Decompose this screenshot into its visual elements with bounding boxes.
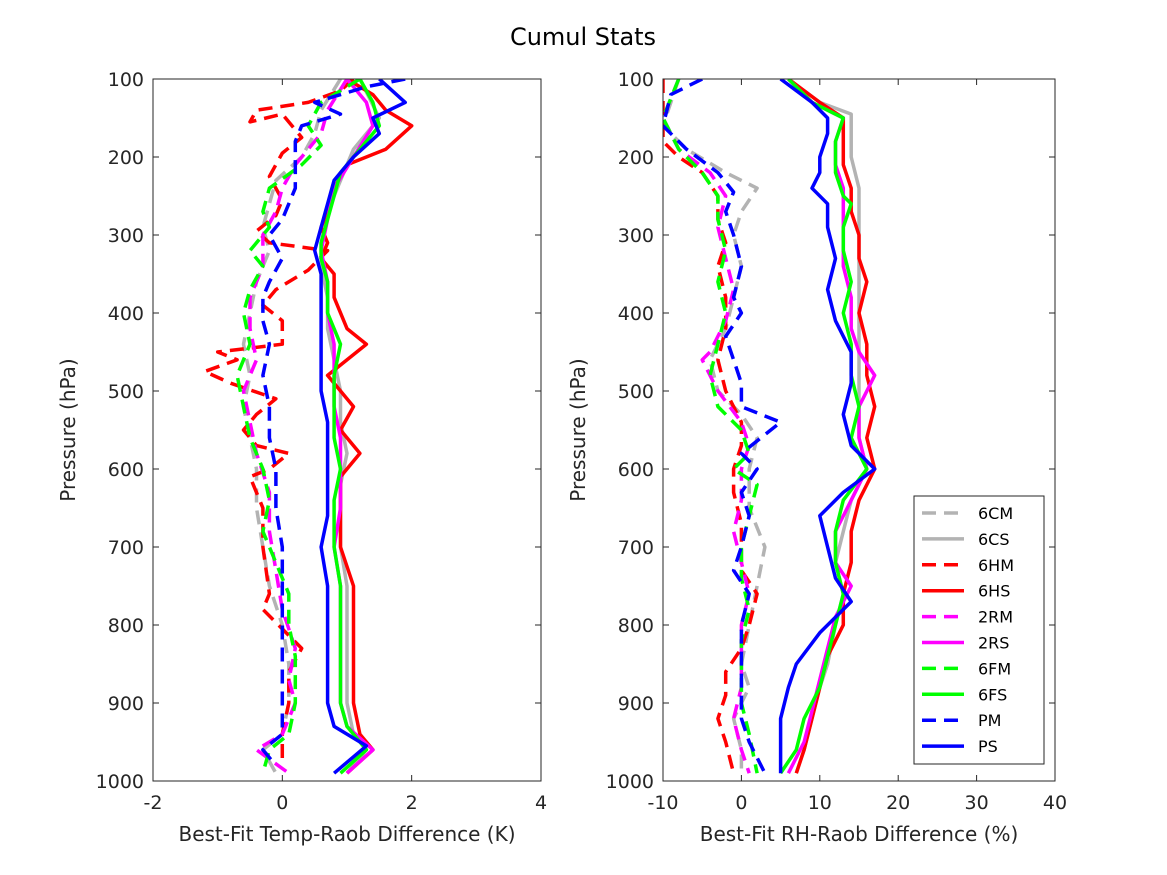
y-tick-label: 800 xyxy=(618,615,654,637)
y-tick-label: 600 xyxy=(618,459,654,481)
rh-axes-box xyxy=(662,78,1056,782)
y-tick-label: 800 xyxy=(108,615,144,637)
y-tick-label: 900 xyxy=(618,693,654,715)
x-tick-label: 0 xyxy=(276,792,288,814)
x-tick-label: 4 xyxy=(535,792,547,814)
y-tick-label: 200 xyxy=(108,147,144,169)
y-tick-label: 300 xyxy=(108,225,144,247)
y-tick-label: 400 xyxy=(108,303,144,325)
temp-difference-panel: -2 0 2 4 100 200 300 400 500 600 700 800 900 1000 Best… xyxy=(56,69,547,846)
legend-label-2rm: 2RM xyxy=(978,608,1013,627)
y-tick-label: 100 xyxy=(108,69,144,91)
series-line-2rm xyxy=(663,79,751,774)
y-axis-label: Pressure (hPa) xyxy=(56,358,80,501)
x-axis-label: Best-Fit Temp-Raob Difference (K) xyxy=(178,822,515,846)
y-tick-label: 100 xyxy=(618,69,654,91)
y-tick-label: 300 xyxy=(618,225,654,247)
temp-series-group xyxy=(202,79,414,775)
legend-label-6cm: 6CM xyxy=(978,504,1013,523)
series-line-6hs xyxy=(319,79,414,775)
series-line-6fm xyxy=(235,79,361,774)
y-tick-label: 700 xyxy=(108,537,144,559)
series-line-ps xyxy=(312,79,407,775)
x-tick-label: 40 xyxy=(1043,792,1067,814)
legend: 6CM 6CS 6HM 6HS 2RM 2RS 6FM 6FS PM PS xyxy=(913,495,1045,765)
legend-label-2rs: 2RS xyxy=(978,634,1009,653)
y-tick-label: 400 xyxy=(618,303,654,325)
series-line-6hm xyxy=(663,79,759,774)
x-tick-label: 2 xyxy=(406,792,418,814)
x-tick-label: -10 xyxy=(647,792,678,814)
series-line-6cm xyxy=(241,79,342,775)
x-axis-label: Best-Fit RH-Raob Difference (%) xyxy=(700,822,1019,846)
series-line-ps xyxy=(778,79,877,774)
legend-label-6cs: 6CS xyxy=(978,530,1010,549)
x-tick-label: 0 xyxy=(735,792,747,814)
y-tick-label: 700 xyxy=(618,537,654,559)
series-line-6fs xyxy=(779,79,869,775)
y-tick-label: 500 xyxy=(108,381,144,403)
x-tick-label: 30 xyxy=(965,792,989,814)
temp-axes-box xyxy=(152,78,542,782)
rh-difference-panel: -10 0 10 20 30 40 100 200 300 400 500 600 700 800 900 1… xyxy=(566,69,1067,846)
y-tick-label: 200 xyxy=(618,147,654,169)
y-tick-label: 500 xyxy=(618,381,654,403)
x-tick-label: 20 xyxy=(886,792,910,814)
series-line-pm xyxy=(663,79,783,774)
legend-label-ps: PS xyxy=(978,737,998,756)
legend-label-6hs: 6HS xyxy=(978,582,1010,601)
legend-label-pm: PM xyxy=(978,711,1001,730)
y-tick-label: 900 xyxy=(108,693,144,715)
legend-label-6hm: 6HM xyxy=(978,556,1014,575)
y-tick-label: 1000 xyxy=(96,771,144,793)
x-tick-label: -2 xyxy=(144,792,163,814)
series-line-pm xyxy=(261,79,406,767)
x-tick-label: 10 xyxy=(808,792,832,814)
y-tick-label: 600 xyxy=(108,459,144,481)
series-line-2rm xyxy=(241,79,349,775)
y-axis-label: Pressure (hPa) xyxy=(566,358,590,501)
figure-title: Cumul Stats xyxy=(510,23,656,51)
y-tick-label: 1000 xyxy=(606,771,654,793)
legend-label-6fm: 6FM xyxy=(978,659,1011,678)
legend-label-6fs: 6FS xyxy=(978,685,1007,704)
rh-series-group xyxy=(663,79,877,775)
